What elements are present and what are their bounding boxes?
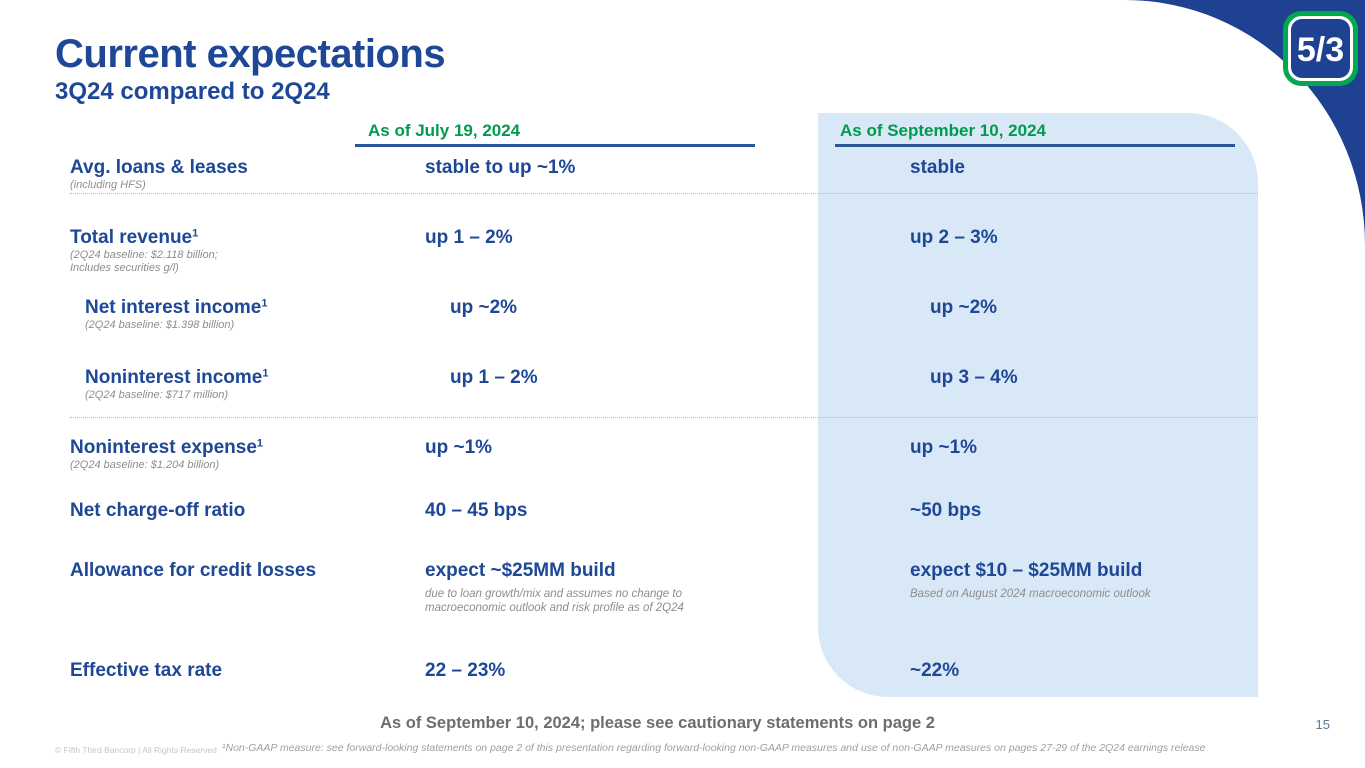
row-label: Noninterest expense [70,437,257,458]
september-value: up 2 – 3% [910,227,998,248]
july-value: up ~1% [425,437,493,458]
september-value: ~50 bps [910,500,982,521]
september-value-note: Based on August 2024 macroeconomic outlo… [910,588,1151,600]
row-label: Avg. loans & leases [70,157,248,178]
september-value: up ~1% [910,437,978,458]
july-value: expect ~$25MM build [425,560,616,581]
fifth-third-logo: 5/3 [1283,11,1358,86]
row-sublabel: (including HFS) [70,179,146,191]
footnote-marker: 1 [262,367,269,380]
september-value: up ~2% [930,297,998,318]
row-divider [70,193,1258,194]
page-title: Current expectations [55,32,446,76]
row-sublabel: (2Q24 baseline: $717 million) [85,389,229,401]
july-value: stable to up ~1% [425,157,576,178]
column-header-september: As of September 10, 2024 [840,121,1046,140]
logo-text: 5/3 [1297,31,1344,69]
july-value-note: due to loan growth/mix and assumes no ch… [425,588,684,614]
column-underline-september [835,144,1235,147]
july-value: up ~2% [450,297,518,318]
july-value: up 1 – 2% [450,367,538,388]
september-value: up 3 – 4% [930,367,1018,388]
september-value: expect $10 – $25MM build [910,560,1143,581]
row-label: Total revenue [70,227,193,248]
july-value: 40 – 45 bps [425,500,528,521]
column-header-july: As of July 19, 2024 [368,121,521,140]
page-number: 15 [1315,717,1330,732]
september-highlight-panel [818,113,1258,697]
copyright-notice: © Fifth Third Bancorp | All Rights Reser… [55,745,217,755]
page-subtitle: 3Q24 compared to 2Q24 [55,78,330,105]
row-label: Net charge-off ratio [70,500,246,521]
row-divider [70,417,1258,418]
non-gaap-footnote: ¹Non-GAAP measure: see forward-looking s… [222,742,1206,754]
september-value: stable [910,157,965,178]
footer-cautionary-note: As of September 10, 2024; please see cau… [380,714,935,732]
july-value: 22 – 23% [425,660,506,681]
row-label: Effective tax rate [70,660,223,681]
september-value: ~22% [910,660,960,681]
row-sublabel: (2Q24 baseline: $1.204 billion) [70,459,220,471]
footnote-marker: 1 [261,297,268,310]
row-label: Allowance for credit losses [70,560,317,581]
row-label: Noninterest income [85,367,263,388]
july-value: up 1 – 2% [425,227,513,248]
row-label: Net interest income [85,297,262,318]
footnote-marker: 1 [192,227,199,240]
row-sublabel: (2Q24 baseline: $2.118 billion; [70,249,218,261]
row-sublabel: Includes securities g/l) [70,262,179,274]
footnote-marker: 1 [256,437,264,450]
row-sublabel: (2Q24 baseline: $1.398 billion) [85,319,235,331]
column-underline-july [355,144,755,147]
